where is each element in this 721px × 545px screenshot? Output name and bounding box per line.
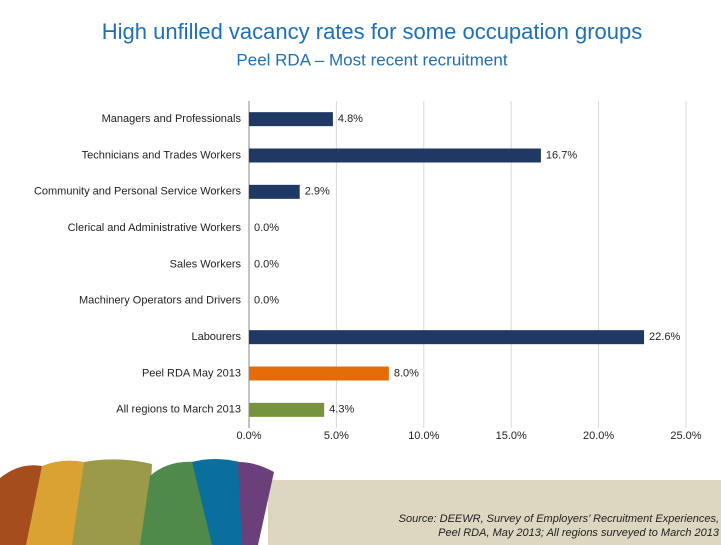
data-label: 16.7% [546, 149, 577, 161]
x-tick-label: 5.0% [324, 430, 349, 442]
x-tick-label: 10.0% [408, 430, 439, 442]
source-line: Source: DEEWR, Survey of Employers’ Recr… [399, 513, 719, 525]
y-tick-label: Technicians and Trades Workers [82, 149, 242, 161]
y-tick-label: Clerical and Administrative Workers [68, 222, 242, 234]
bar [249, 184, 300, 199]
chart-title: High unfilled vacancy rates for some occ… [102, 19, 643, 44]
y-tick-label: Community and Personal Service Workers [34, 186, 242, 198]
y-tick-label: Machinery Operators and Drivers [79, 295, 242, 307]
data-label: 0.0% [254, 258, 279, 270]
y-tick-label: Sales Workers [170, 258, 242, 270]
x-tick-label: 15.0% [496, 430, 527, 442]
data-label: 4.8% [338, 113, 363, 125]
bar [249, 112, 333, 127]
x-tick-label: 0.0% [236, 430, 261, 442]
decoration [0, 459, 721, 545]
bar [249, 402, 325, 417]
bar [249, 330, 645, 345]
arch [26, 460, 84, 545]
bar [249, 148, 541, 163]
bar [249, 366, 389, 381]
data-label: 4.3% [329, 404, 354, 416]
x-tick-label: 20.0% [583, 430, 614, 442]
footer-band [268, 480, 721, 545]
x-tick-label: 25.0% [670, 430, 701, 442]
arch [72, 459, 152, 545]
arch [192, 459, 244, 545]
y-tick-label: Managers and Professionals [102, 113, 242, 125]
source-line: Peel RDA, May 2013; All regions surveyed… [438, 527, 720, 539]
y-tick-label: All regions to March 2013 [116, 404, 241, 416]
chart-subtitle: Peel RDA – Most recent recruitment [236, 50, 507, 69]
y-tick-label: Peel RDA May 2013 [142, 367, 241, 379]
arch [238, 462, 274, 545]
data-label: 8.0% [394, 367, 419, 379]
data-label: 0.0% [254, 222, 279, 234]
data-label: 0.0% [254, 295, 279, 307]
y-tick-label: Labourers [191, 331, 241, 343]
data-label: 22.6% [649, 331, 680, 343]
data-label: 2.9% [305, 186, 330, 198]
